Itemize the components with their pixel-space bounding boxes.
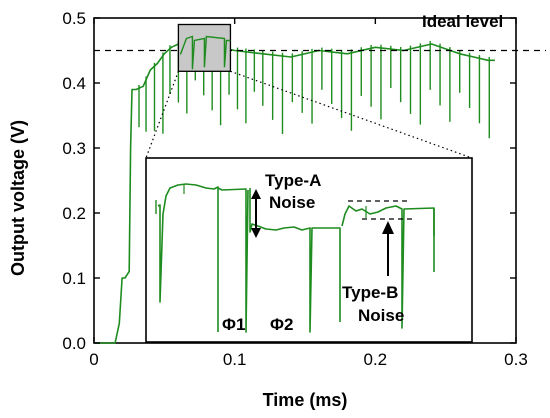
- x-tick-label: 0.1: [223, 350, 247, 369]
- typeA-arrow-down-head: [251, 228, 261, 238]
- y-tick-label: 0.5: [62, 9, 86, 28]
- typeB-arrow-head: [382, 221, 394, 234]
- inset-frame: [145, 157, 473, 343]
- x-tick-label: 0: [89, 350, 98, 369]
- inset-trace-segment: [217, 187, 249, 333]
- zoom-box-trace: [179, 35, 231, 70]
- phase1-label: Φ1: [222, 315, 245, 334]
- plot-area-border: [93, 17, 517, 344]
- inset-trace: [155, 183, 435, 333]
- typeB-label-line1: Type-B: [342, 283, 398, 302]
- y-tick-label: 0.0: [62, 334, 86, 353]
- ticks-layer: 0 0.1 0.2 0.3 0.0 0.1 0.2 0.3 0.4 0.5: [62, 9, 527, 369]
- x-tick-label: 0.3: [504, 350, 528, 369]
- y-tick-label: 0.3: [62, 139, 86, 158]
- typeA-arrow-up-head: [251, 189, 261, 199]
- zoom-connector-left: [145, 71, 179, 159]
- y-tick-label: 0.4: [62, 74, 86, 93]
- typeB-label-line2: Noise: [358, 306, 404, 325]
- inset-trace-segment: [249, 188, 341, 333]
- inset-trace-segment: [157, 183, 219, 332]
- x-axis-label: Time (ms): [263, 390, 348, 410]
- phase2-label: Φ2: [270, 315, 293, 334]
- y-axis-label: Output voltage (V): [8, 120, 28, 276]
- x-tick-label: 0.2: [364, 350, 388, 369]
- plot-frame: [93, 17, 517, 344]
- y-tick-label: 0.2: [62, 204, 86, 223]
- y-tick-label: 0.1: [62, 269, 86, 288]
- typeA-label-line2: Noise: [269, 193, 315, 212]
- typeA-label-line1: Type-A: [265, 171, 321, 190]
- ideal-level-label: Ideal level: [422, 12, 503, 31]
- inset-trace-segment: [341, 205, 435, 329]
